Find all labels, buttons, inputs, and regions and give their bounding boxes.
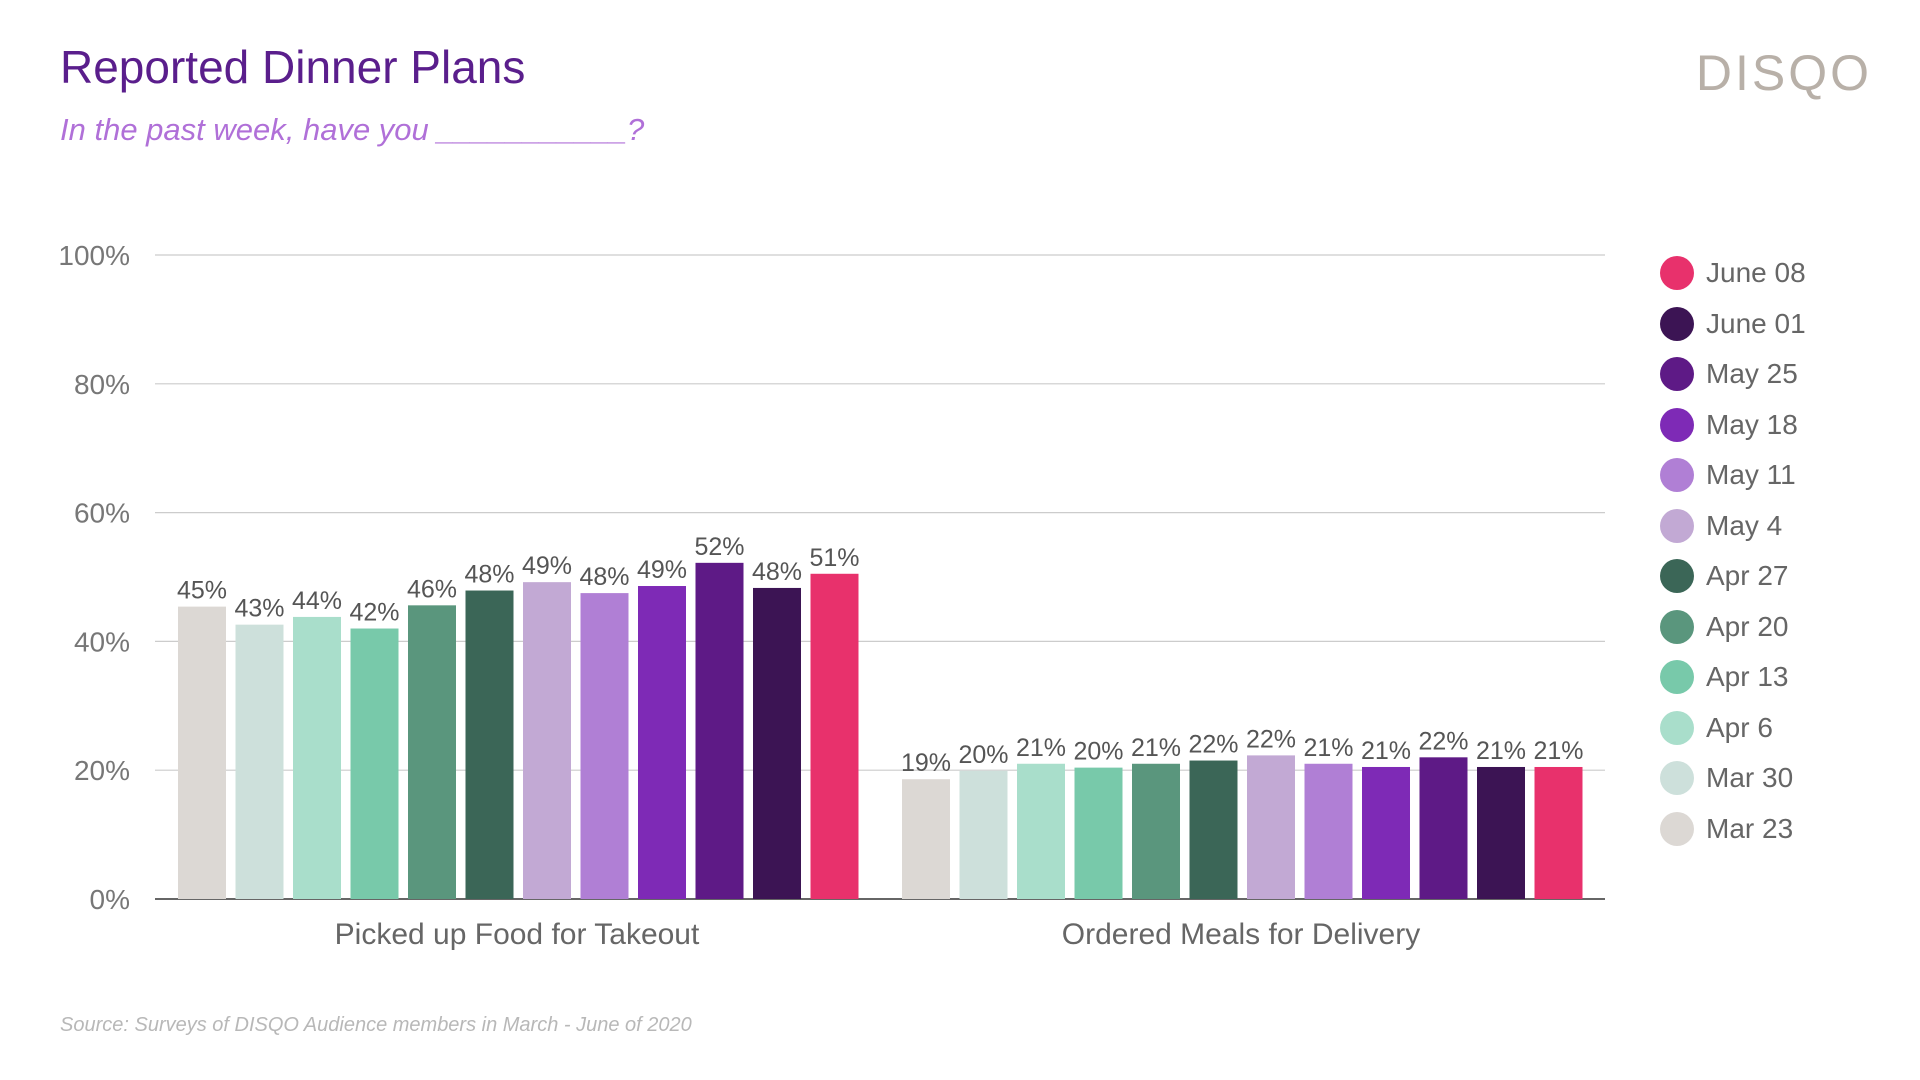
bar-may-25 [695, 562, 744, 899]
source-note: Source: Surveys of DISQO Audience member… [60, 1014, 692, 1036]
data-label: 21% [1016, 734, 1066, 762]
legend-swatch [1660, 609, 1694, 644]
legend-label: Mar 30 [1706, 762, 1794, 794]
bar-may-11 [580, 593, 629, 899]
bar-june-08 [1534, 766, 1583, 899]
legend-swatch [1660, 761, 1694, 796]
data-label: 42% [349, 599, 399, 627]
chart-title: Reported Dinner Plans [60, 41, 526, 93]
data-label: 43% [234, 595, 284, 623]
bar-apr-13 [1074, 767, 1123, 899]
legend-label: Mar 23 [1706, 812, 1794, 844]
data-label: 20% [1073, 738, 1123, 766]
bar-june-01 [753, 587, 801, 899]
legend-label: May 4 [1706, 509, 1783, 541]
bar-mar-30 [235, 624, 284, 899]
bar-apr-27 [1189, 760, 1238, 899]
data-label: 51% [809, 544, 859, 572]
bar-apr-27 [465, 590, 514, 899]
bar-june-01 [1477, 766, 1525, 899]
chart-subtitle: In the past week, have you ___________? [60, 112, 645, 147]
legend-item: May 4 [1660, 501, 1806, 552]
legend-swatch [1660, 306, 1694, 341]
data-label: 21% [1131, 734, 1181, 762]
bar-june-08 [810, 573, 859, 899]
data-label: 48% [752, 558, 802, 586]
bar-may-25 [1419, 757, 1468, 899]
legend-item: Apr 20 [1660, 602, 1806, 653]
legend-label: Apr 27 [1706, 560, 1789, 592]
legend-label: Apr 6 [1706, 711, 1773, 743]
bar-apr-20 [408, 605, 456, 899]
legend-swatch [1660, 559, 1694, 594]
data-label: 49% [637, 556, 687, 584]
bar-apr-6 [293, 616, 341, 899]
data-label: 52% [694, 533, 744, 561]
data-label: 21% [1361, 737, 1411, 765]
legend-item: June 01 [1660, 299, 1806, 350]
legend-swatch [1660, 357, 1694, 392]
chart-legend: June 08 June 01 May 25 May 18 May 11 May 4 Apr… [1660, 248, 1806, 854]
brand-logo: DISQO [1695, 45, 1872, 101]
data-label: 48% [464, 561, 514, 589]
y-tick-label: 20% [74, 755, 130, 786]
data-label: 44% [292, 587, 342, 615]
x-category-label: Ordered Meals for Delivery [1062, 918, 1420, 951]
y-tick-label: 0% [90, 884, 130, 915]
bar-may-18 [638, 586, 686, 899]
legend-swatch [1660, 811, 1694, 846]
legend-label: June 01 [1706, 307, 1806, 339]
legend-item: Apr 13 [1660, 652, 1806, 703]
bar-mar-23 [902, 779, 950, 899]
legend-item: Apr 6 [1660, 703, 1806, 754]
data-label: 21% [1303, 734, 1353, 762]
y-tick-label: 60% [74, 498, 130, 529]
bar-apr-6 [1017, 763, 1065, 899]
bar-may-18 [1362, 766, 1410, 899]
data-label: 22% [1188, 731, 1238, 759]
x-category-label: Picked up Food for Takeout [335, 918, 700, 951]
legend-item: May 18 [1660, 400, 1806, 451]
legend-label: June 08 [1706, 257, 1806, 289]
legend-item: June 08 [1660, 248, 1806, 299]
legend-swatch [1660, 458, 1694, 493]
legend-label: Apr 20 [1706, 610, 1789, 642]
data-label: 22% [1418, 727, 1468, 755]
data-label: 19% [901, 749, 951, 777]
legend-swatch [1660, 508, 1694, 543]
data-label: 21% [1476, 737, 1526, 765]
data-label: 49% [522, 552, 572, 580]
legend-item: Mar 30 [1660, 753, 1806, 804]
data-label: 22% [1246, 725, 1296, 753]
legend-item: Mar 23 [1660, 804, 1806, 855]
legend-item: Apr 27 [1660, 551, 1806, 602]
data-label: 46% [407, 575, 457, 603]
legend-swatch [1660, 660, 1694, 695]
data-label: 20% [958, 741, 1008, 769]
bar-apr-13 [350, 628, 399, 899]
legend-item: May 11 [1660, 450, 1806, 501]
bar-may-4 [1247, 755, 1295, 899]
bar-may-4 [523, 582, 571, 899]
legend-swatch [1660, 256, 1694, 291]
legend-swatch [1660, 407, 1694, 442]
data-label: 21% [1533, 737, 1583, 765]
bar-may-11 [1304, 763, 1353, 899]
legend-label: Apr 13 [1706, 661, 1789, 693]
legend-label: May 18 [1706, 408, 1798, 440]
legend-item: May 25 [1660, 349, 1806, 400]
bar-apr-20 [1132, 763, 1180, 899]
legend-label: May 25 [1706, 358, 1798, 390]
data-label: 45% [177, 577, 227, 605]
data-label: 48% [579, 563, 629, 591]
y-tick-label: 80% [74, 369, 130, 400]
y-tick-label: 100% [58, 240, 130, 271]
legend-swatch [1660, 710, 1694, 745]
bar-mar-23 [178, 606, 226, 899]
y-tick-label: 40% [74, 626, 130, 657]
bar-mar-30 [959, 770, 1008, 899]
legend-label: May 11 [1706, 459, 1796, 491]
